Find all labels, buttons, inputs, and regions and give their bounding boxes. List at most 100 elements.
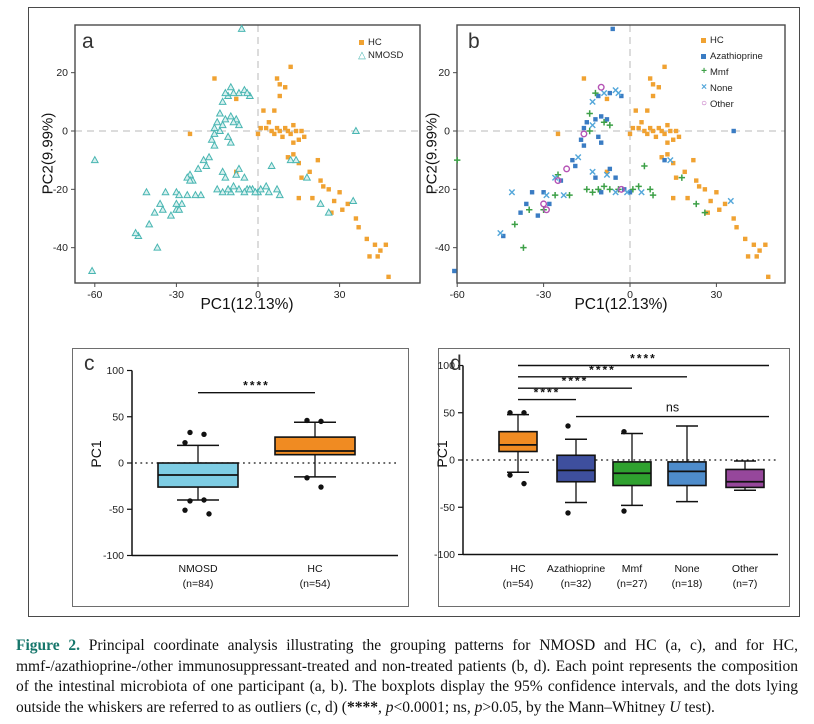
point: [213, 117, 222, 126]
point: [662, 157, 667, 163]
point: [511, 221, 518, 228]
caption-segment: p: [474, 698, 483, 716]
panel-letter-a: a: [82, 30, 94, 53]
point: [261, 108, 266, 113]
x-tick-label: 0: [627, 289, 633, 301]
point: [234, 184, 244, 193]
x-tick-label: 30: [334, 289, 346, 301]
point: [600, 89, 608, 97]
point: [551, 191, 559, 199]
point: [586, 127, 593, 135]
y-tick-label: -40: [53, 242, 68, 254]
point: [194, 164, 203, 172]
point: [671, 195, 676, 201]
point: [218, 120, 227, 129]
point: [589, 121, 596, 129]
point: [580, 130, 588, 138]
point: [647, 125, 653, 131]
point: [245, 184, 254, 193]
y-tick-label: 100: [437, 360, 455, 372]
point: [560, 191, 567, 199]
point: [636, 125, 641, 131]
category-label: NMOSD: [178, 563, 218, 575]
panel-letter-b: b: [468, 30, 480, 53]
point: [299, 175, 304, 180]
point: [673, 175, 679, 180]
legend-item-mmf: + Mmf: [698, 64, 763, 80]
box-azathioprine: [556, 423, 596, 516]
point: [285, 128, 291, 134]
panel-d-boxplot: 100 50 0 -50 -100 HC (n=54) Azathioprine (n=32) M…: [434, 352, 778, 590]
point: [497, 229, 504, 237]
point: [262, 181, 271, 190]
point: [296, 195, 301, 201]
series-other: [540, 83, 625, 214]
point: [207, 135, 216, 143]
y-tick-label: -20: [435, 184, 450, 196]
panel-c-border: [72, 348, 409, 607]
x-tick-label: -30: [169, 289, 184, 301]
point: [694, 178, 699, 183]
outlier: [304, 475, 310, 481]
point: [593, 175, 598, 180]
category-label: HC: [307, 563, 323, 575]
point: [218, 97, 227, 105]
point: [540, 200, 548, 208]
point: [142, 187, 151, 196]
legend-item-azathioprine: Azathioprine: [698, 48, 763, 64]
point: [274, 76, 280, 81]
series-nmosd: [87, 24, 361, 275]
point: [501, 233, 506, 239]
legend-label: HC: [710, 34, 724, 46]
point: [589, 189, 596, 196]
significance-label: ****: [534, 386, 561, 400]
point: [751, 242, 757, 247]
x-tick-label: 0: [255, 289, 261, 301]
point: [589, 168, 596, 176]
point: [659, 155, 664, 160]
y-tick-label: -20: [53, 184, 68, 196]
y-tick-label: 0: [118, 458, 124, 470]
outlier: [318, 484, 324, 490]
point: [641, 162, 648, 170]
point: [277, 82, 282, 87]
outlier: [507, 472, 513, 478]
point: [212, 76, 217, 81]
point: [604, 96, 610, 102]
plot-frame: [74, 24, 421, 284]
point: [226, 138, 235, 146]
outlier: [182, 507, 188, 513]
point: [529, 190, 535, 195]
outlier: [187, 429, 193, 436]
point: [321, 184, 326, 189]
point: [635, 183, 642, 190]
point: [633, 108, 638, 113]
point: [696, 184, 702, 189]
iqr-box: [725, 468, 765, 489]
point: [280, 134, 285, 140]
x-tick-label: -30: [536, 289, 551, 301]
point: [554, 171, 562, 178]
point: [524, 201, 529, 207]
box-mmf: [612, 428, 652, 514]
point: [349, 196, 358, 205]
point: [734, 225, 739, 230]
point: [172, 199, 181, 207]
point: [272, 108, 277, 113]
point: [264, 187, 274, 196]
point: [277, 128, 282, 134]
point: [766, 274, 771, 280]
point: [240, 173, 249, 181]
point: [604, 117, 610, 122]
point: [642, 128, 647, 134]
point: [90, 155, 99, 164]
point: [158, 205, 167, 213]
outlier: [621, 508, 627, 514]
point: [215, 126, 225, 134]
point: [592, 89, 599, 97]
caption-segment: Principal coordinate analysis illustrati…: [16, 637, 798, 716]
panel-a-scatter-plot: -60 -30 0 30 20 0 -20 -40: [53, 24, 421, 301]
point: [291, 155, 301, 164]
point: [627, 131, 633, 137]
category-label: None: [674, 563, 699, 575]
